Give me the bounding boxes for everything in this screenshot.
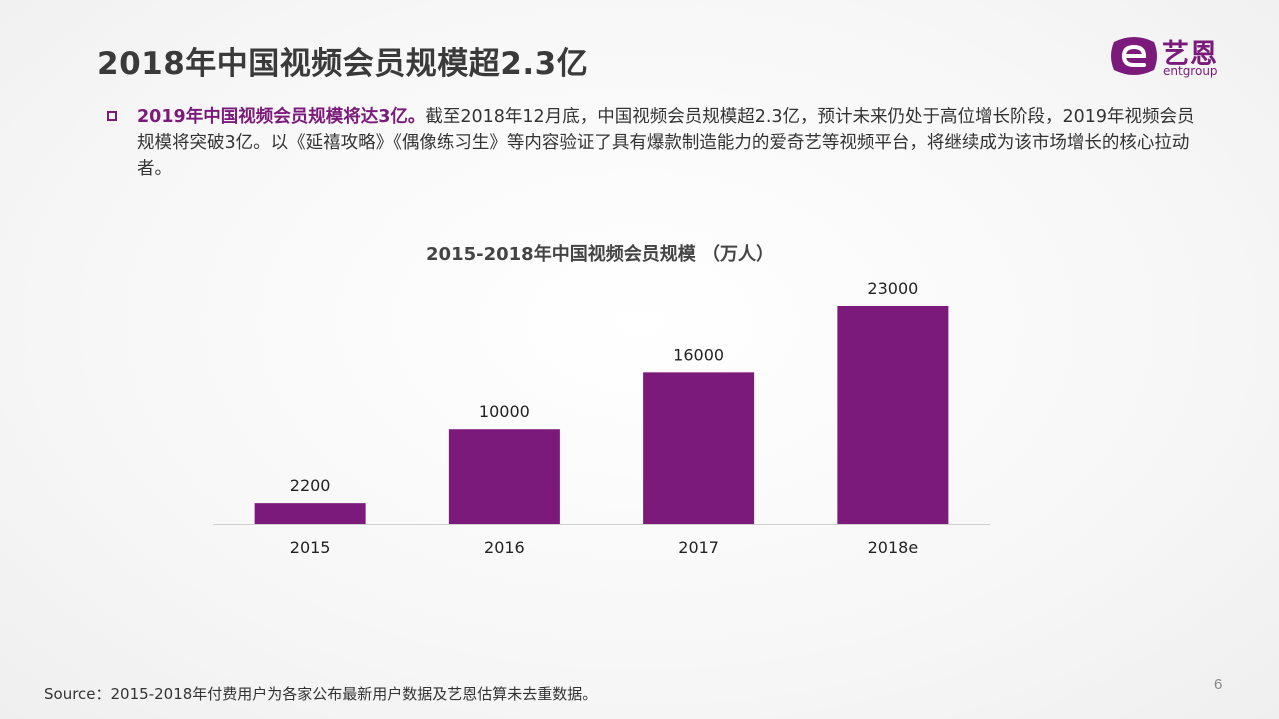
entgroup-logo-icon [1111,37,1157,75]
chart-title: 2015-2018年中国视频会员规模 （万人） [426,244,774,265]
logo-text-cn: 艺恩 [1162,39,1218,70]
data-label-2018e: 23000 [867,279,918,298]
entgroup-logo: 艺恩 entgroup [1108,30,1238,82]
bar-2017 [643,372,755,524]
data-label-2016: 10000 [479,402,530,421]
bar-2018e [837,306,949,524]
description-paragraph: 2019年中国视频会员规模将达3亿。截至2018年12月底，中国视频会员规模超2… [137,104,1197,182]
description-highlight: 2019年中国视频会员规模将达3亿。 [137,107,426,127]
x-tick-label-2018e: 2018e [868,538,919,557]
source-note: Source：2015-2018年付费用户为各家公布最新用户数据及艺恩估算未去重… [44,685,598,703]
bar-2016 [448,429,560,524]
page-title: 2018年中国视频会员规模超2.3亿 [97,46,589,82]
x-tick-label-2016: 2016 [484,538,525,557]
bar-2015 [254,503,366,524]
bullet-square-icon [107,111,117,121]
data-label-2017: 16000 [673,345,724,364]
page-number: 6 [1214,676,1223,693]
description-body: 截至2018年12月底，中国视频会员规模超2.3亿，预计未来仍处于高位增长阶段，… [137,107,1195,179]
logo-text-en: entgroup [1163,64,1218,78]
x-tick-label-2017: 2017 [678,538,719,557]
x-tick-label-2015: 2015 [290,538,331,557]
data-label-2015: 2200 [290,476,331,495]
